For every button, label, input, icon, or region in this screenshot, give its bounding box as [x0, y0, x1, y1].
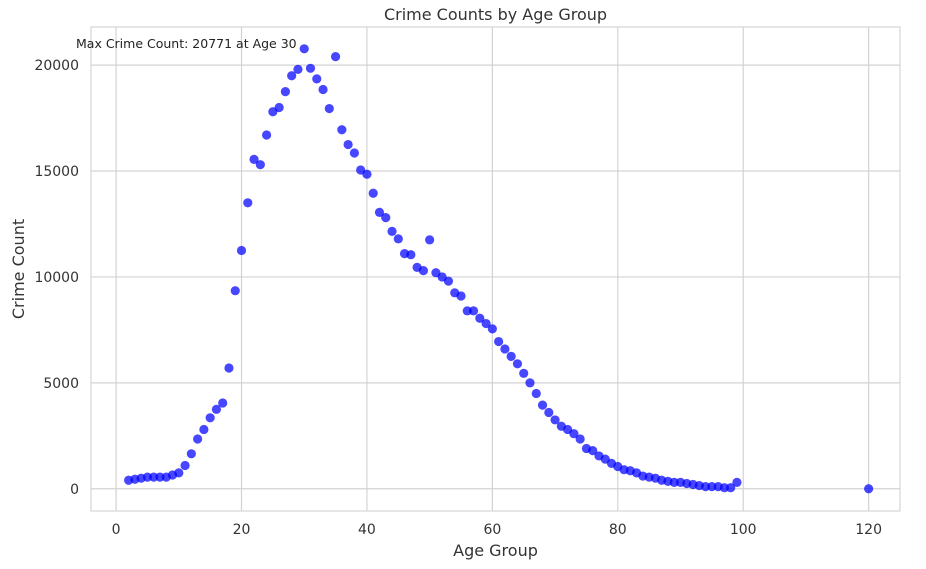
data-point [494, 336, 504, 347]
data-point [305, 63, 316, 73]
data-point [211, 404, 222, 414]
y-tick-label: 15000 [34, 164, 79, 180]
data-point [180, 460, 190, 471]
data-point [243, 198, 253, 208]
data-point [324, 103, 334, 114]
y-axis-label: Crime Count [9, 219, 28, 319]
data-points [124, 44, 874, 494]
data-point [864, 484, 874, 494]
data-point [312, 74, 322, 84]
data-point [280, 87, 291, 97]
data-point [512, 359, 523, 369]
data-point [519, 368, 529, 378]
data-point [588, 446, 598, 456]
data-point [218, 398, 228, 408]
data-point [193, 434, 203, 444]
data-point [443, 276, 454, 286]
data-point [575, 434, 585, 444]
data-point [230, 286, 240, 296]
y-tick-label: 20000 [34, 58, 79, 74]
x-tick-label: 60 [483, 522, 501, 538]
data-point [261, 130, 272, 140]
data-point [330, 52, 341, 62]
data-point [255, 160, 265, 170]
data-point [525, 378, 535, 388]
data-point [349, 148, 359, 158]
y-tick-label: 0 [70, 482, 79, 498]
data-point [199, 424, 209, 435]
data-point [186, 449, 196, 459]
data-point [531, 388, 541, 399]
data-point [500, 344, 510, 354]
data-point [362, 169, 372, 179]
data-point [337, 125, 347, 135]
data-point [506, 351, 516, 361]
x-tick-label: 40 [358, 522, 376, 538]
max-annotation: Max Crime Count: 20771 at Age 30 [76, 36, 297, 51]
data-point [475, 313, 485, 323]
data-point [236, 245, 247, 256]
data-point [393, 234, 403, 244]
data-point [425, 235, 435, 245]
data-point [537, 400, 548, 410]
data-point [569, 429, 579, 439]
data-point [249, 154, 259, 164]
data-point [468, 306, 479, 316]
data-point [343, 139, 353, 150]
x-tick-label: 0 [112, 522, 121, 538]
x-axis-label: Age Group [453, 541, 538, 560]
data-point [406, 250, 416, 260]
data-point [544, 407, 554, 418]
data-point [456, 291, 466, 301]
y-tick-labels: 0 5000 10000 15000 20000 [34, 58, 79, 498]
data-point [387, 226, 397, 237]
data-point [726, 483, 736, 493]
y-tick-label: 10000 [34, 270, 79, 286]
data-point [418, 265, 428, 276]
x-tick-labels: 0 20 40 60 80 100 120 [112, 522, 882, 538]
grid [91, 27, 900, 511]
data-point [293, 64, 303, 74]
data-point [224, 363, 234, 373]
data-point [318, 84, 328, 95]
chart-title: Crime Counts by Age Group [384, 5, 607, 24]
x-tick-label: 120 [855, 522, 882, 538]
data-point [287, 71, 297, 81]
data-point [374, 207, 385, 217]
data-point [205, 413, 215, 423]
data-point [487, 324, 497, 334]
data-point [481, 318, 491, 329]
plot-area [90, 26, 901, 512]
data-point [368, 188, 378, 198]
data-point [174, 468, 184, 478]
x-tick-label: 20 [233, 522, 251, 538]
data-point [381, 213, 391, 223]
x-tick-label: 100 [730, 522, 757, 538]
data-point [732, 477, 742, 488]
data-point [550, 415, 560, 425]
y-tick-label: 5000 [43, 376, 79, 392]
data-point [274, 102, 284, 113]
data-point [299, 44, 309, 54]
x-tick-label: 80 [609, 522, 627, 538]
